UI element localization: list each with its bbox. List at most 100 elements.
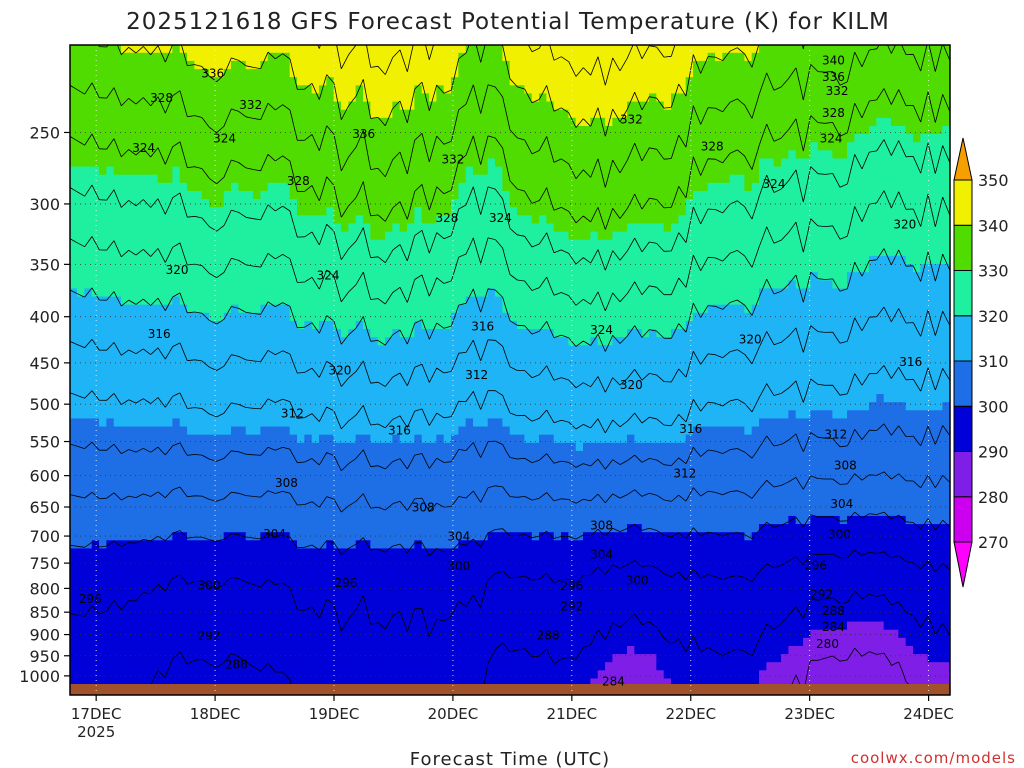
band-cell: [377, 60, 386, 70]
band-cell: [260, 199, 269, 208]
band-cell: [612, 272, 621, 281]
band-cell: [179, 101, 188, 111]
band-cell: [209, 109, 217, 119]
band-cell: [927, 280, 936, 290]
band-cell: [891, 101, 899, 111]
band-cell: [927, 85, 936, 95]
band-cell: [165, 247, 173, 257]
band-cell: [920, 255, 929, 265]
band-cell: [451, 280, 459, 290]
band-cell: [693, 77, 701, 86]
band-cell: [275, 345, 283, 355]
band-cell: [920, 215, 929, 225]
band-cell: [546, 215, 555, 225]
band-cell: [766, 190, 775, 200]
band-cell: [473, 255, 481, 265]
band-cell: [561, 182, 569, 192]
band-cell: [465, 60, 474, 70]
band-cell: [473, 320, 481, 330]
band-cell: [399, 69, 408, 78]
band-cell: [700, 255, 709, 265]
band-cell: [150, 93, 159, 103]
band-cell: [209, 77, 217, 86]
band-cell: [443, 190, 452, 200]
band-cell: [70, 101, 78, 111]
band-cell: [729, 320, 738, 330]
band-cell: [927, 255, 936, 265]
band-cell: [443, 288, 452, 298]
band-cell: [553, 353, 562, 363]
band-cell: [883, 369, 892, 379]
band-cell: [678, 345, 687, 355]
band-cell: [781, 166, 789, 176]
band-cell: [685, 125, 694, 135]
band-cell: [935, 296, 943, 306]
band-cell: [781, 280, 789, 290]
band-cell: [678, 280, 687, 290]
band-cell: [267, 215, 276, 225]
band-cell: [539, 264, 547, 273]
band-cell: [179, 231, 188, 241]
band-cell: [927, 45, 936, 54]
band-cell: [458, 312, 467, 322]
band-cell: [619, 109, 628, 119]
band-cell: [253, 174, 261, 184]
band-cell: [553, 369, 562, 379]
band-cell: [700, 134, 709, 143]
band-cell: [495, 109, 503, 119]
band-cell: [465, 296, 474, 306]
band-cell: [854, 174, 863, 184]
band-cell: [451, 361, 459, 371]
band-cell: [700, 109, 709, 119]
band-cell: [693, 288, 701, 298]
band-cell: [634, 199, 643, 208]
band-cell: [77, 272, 85, 281]
band-cell: [392, 239, 401, 249]
band-cell: [509, 304, 518, 314]
band-cell: [685, 190, 694, 200]
band-cell: [473, 69, 481, 78]
band-cell: [737, 337, 745, 346]
band-cell: [788, 272, 797, 281]
band-cell: [575, 166, 584, 176]
band-cell: [553, 69, 562, 78]
band-cell: [172, 329, 181, 338]
band-cell: [854, 369, 863, 379]
band-cell: [297, 215, 305, 225]
band-cell: [693, 182, 701, 192]
band-cell: [326, 329, 335, 338]
band-cell: [355, 142, 364, 151]
band-cell: [77, 150, 85, 160]
band-cell: [165, 304, 173, 314]
band-cell: [810, 166, 819, 176]
band-cell: [216, 312, 225, 322]
band-cell: [319, 69, 327, 78]
band-cell: [172, 296, 181, 306]
band-cell: [143, 134, 151, 143]
band-cell: [377, 85, 386, 95]
band-cell: [333, 190, 342, 200]
band-cell: [619, 231, 628, 241]
band-cell: [847, 312, 855, 322]
band-cell: [854, 345, 863, 355]
band-cell: [121, 85, 129, 95]
band-cell: [70, 166, 78, 176]
band-cell: [333, 125, 342, 135]
band-cell: [150, 182, 159, 192]
band-cell: [656, 345, 665, 355]
band-cell: [121, 174, 129, 184]
band-cell: [619, 296, 628, 306]
band-cell: [524, 296, 533, 306]
band-cell: [583, 93, 591, 103]
band-cell: [458, 199, 467, 208]
band-cell: [106, 142, 115, 151]
band-cell: [392, 60, 401, 70]
band-cell: [729, 288, 738, 298]
band-cell: [627, 199, 635, 208]
band-cell: [121, 158, 129, 168]
band-cell: [421, 77, 430, 86]
band-cell: [333, 134, 342, 143]
band-cell: [700, 182, 709, 192]
band-cell: [216, 247, 225, 257]
band-cell: [326, 166, 335, 176]
